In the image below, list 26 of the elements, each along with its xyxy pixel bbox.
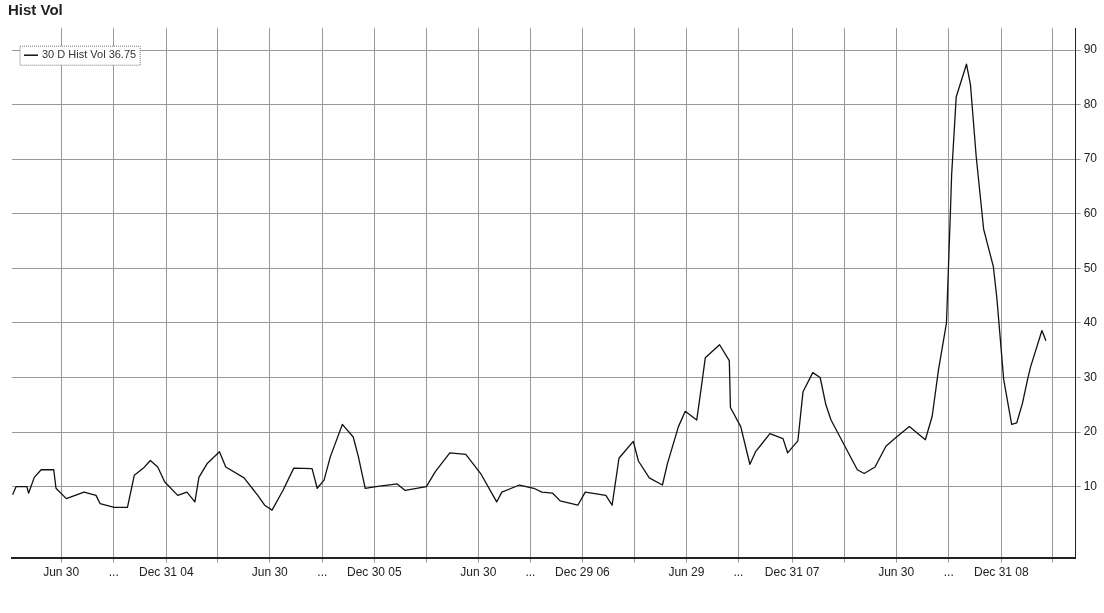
- y-tick-label: 10: [1083, 478, 1098, 493]
- x-tick-label: ...: [317, 565, 328, 580]
- y-tick-label: 90: [1083, 42, 1098, 57]
- x-tick-label: Dec 31 04: [138, 565, 194, 580]
- x-tick-label: Jun 29: [668, 565, 705, 580]
- x-tick-label: Jun 30: [460, 565, 497, 580]
- y-tick-label: 20: [1083, 424, 1098, 439]
- x-tick-label: Jun 30: [251, 565, 289, 580]
- x-tick-label: Jun 30: [878, 565, 915, 580]
- y-tick-label: 40: [1083, 315, 1098, 330]
- y-tick-label: 60: [1083, 206, 1098, 221]
- x-tick-label: Dec 30 05: [347, 565, 403, 580]
- y-tick-label: 30: [1083, 369, 1098, 384]
- x-tick-label: ...: [525, 565, 536, 580]
- x-tick-label: ...: [733, 565, 744, 580]
- x-tick-label: Jun 30: [43, 565, 80, 580]
- x-tick-label: Dec 31 08: [974, 565, 1030, 580]
- y-tick-label: 80: [1083, 96, 1098, 111]
- x-tick-label: ...: [108, 565, 119, 580]
- x-tick-label: ...: [943, 565, 954, 580]
- x-tick-label: Dec 29 06: [555, 565, 611, 580]
- y-tick-label: 70: [1083, 151, 1098, 166]
- y-tick-label: 50: [1083, 260, 1098, 275]
- x-tick-label: Dec 31 07: [764, 565, 820, 580]
- legend-label: 30 D Hist Vol 36.75: [42, 48, 137, 61]
- chart-title: Hist Vol: [8, 0, 63, 20]
